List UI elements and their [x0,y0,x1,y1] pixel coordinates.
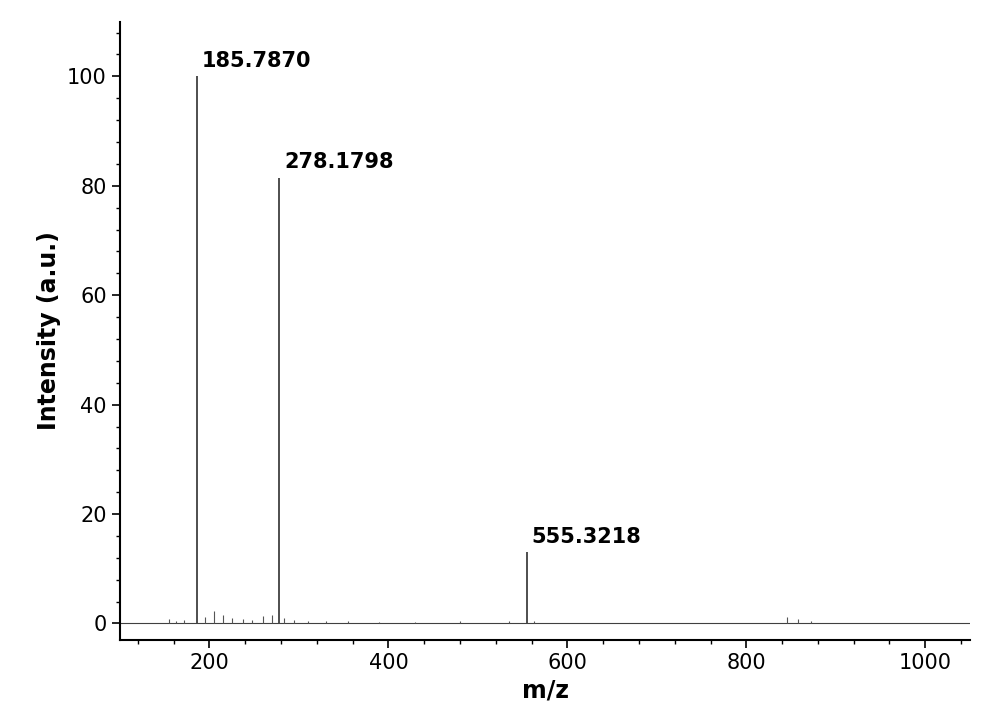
Y-axis label: Intensity (a.u.): Intensity (a.u.) [37,232,62,430]
Text: 555.3218: 555.3218 [532,527,642,547]
X-axis label: m/z: m/z [522,679,568,702]
Text: 278.1798: 278.1798 [284,152,393,172]
Text: 185.7870: 185.7870 [201,51,311,70]
